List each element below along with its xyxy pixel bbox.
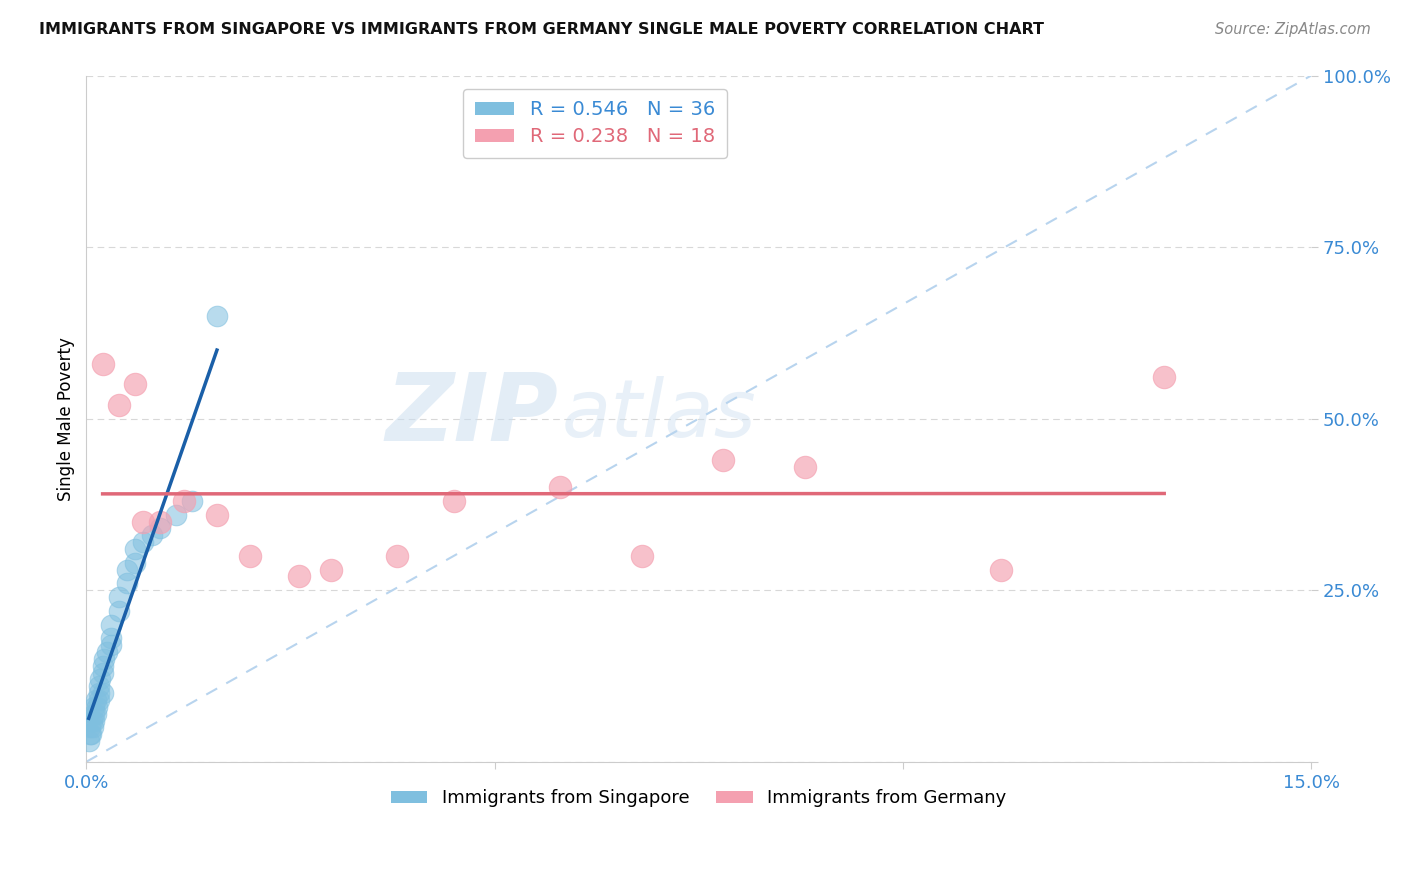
- Point: [83, 714, 105, 728]
- Point: [124, 542, 146, 557]
- Point: [89, 673, 111, 687]
- Point: [132, 535, 155, 549]
- Y-axis label: Single Male Poverty: Single Male Poverty: [58, 336, 75, 500]
- Point: [77, 734, 100, 748]
- Point: [443, 494, 465, 508]
- Point: [80, 714, 103, 728]
- Point: [89, 679, 111, 693]
- Point: [93, 652, 115, 666]
- Point: [86, 699, 108, 714]
- Point: [87, 686, 110, 700]
- Text: atlas: atlas: [561, 376, 756, 454]
- Point: [91, 686, 114, 700]
- Point: [205, 309, 228, 323]
- Point: [80, 727, 103, 741]
- Point: [124, 377, 146, 392]
- Point: [141, 528, 163, 542]
- Point: [108, 604, 131, 618]
- Point: [239, 549, 262, 563]
- Point: [83, 699, 105, 714]
- Point: [173, 494, 195, 508]
- Point: [385, 549, 408, 563]
- Point: [115, 576, 138, 591]
- Point: [79, 721, 101, 735]
- Point: [100, 638, 122, 652]
- Point: [82, 721, 104, 735]
- Point: [91, 658, 114, 673]
- Point: [548, 480, 571, 494]
- Text: Source: ZipAtlas.com: Source: ZipAtlas.com: [1215, 22, 1371, 37]
- Point: [96, 645, 118, 659]
- Point: [205, 508, 228, 522]
- Point: [108, 398, 131, 412]
- Point: [181, 494, 204, 508]
- Point: [149, 521, 172, 535]
- Point: [165, 508, 187, 522]
- Point: [321, 563, 343, 577]
- Point: [711, 452, 734, 467]
- Point: [124, 556, 146, 570]
- Text: IMMIGRANTS FROM SINGAPORE VS IMMIGRANTS FROM GERMANY SINGLE MALE POVERTY CORRELA: IMMIGRANTS FROM SINGAPORE VS IMMIGRANTS …: [39, 22, 1045, 37]
- Point: [108, 590, 131, 604]
- Point: [84, 706, 107, 721]
- Point: [87, 693, 110, 707]
- Point: [83, 706, 105, 721]
- Point: [91, 357, 114, 371]
- Point: [79, 727, 101, 741]
- Point: [990, 563, 1012, 577]
- Text: ZIP: ZIP: [385, 369, 558, 461]
- Point: [149, 515, 172, 529]
- Point: [132, 515, 155, 529]
- Point: [100, 617, 122, 632]
- Point: [84, 693, 107, 707]
- Legend: Immigrants from Singapore, Immigrants from Germany: Immigrants from Singapore, Immigrants fr…: [384, 782, 1014, 814]
- Point: [287, 569, 309, 583]
- Point: [793, 459, 815, 474]
- Point: [100, 632, 122, 646]
- Point: [630, 549, 652, 563]
- Point: [115, 563, 138, 577]
- Point: [1153, 370, 1175, 384]
- Point: [91, 665, 114, 680]
